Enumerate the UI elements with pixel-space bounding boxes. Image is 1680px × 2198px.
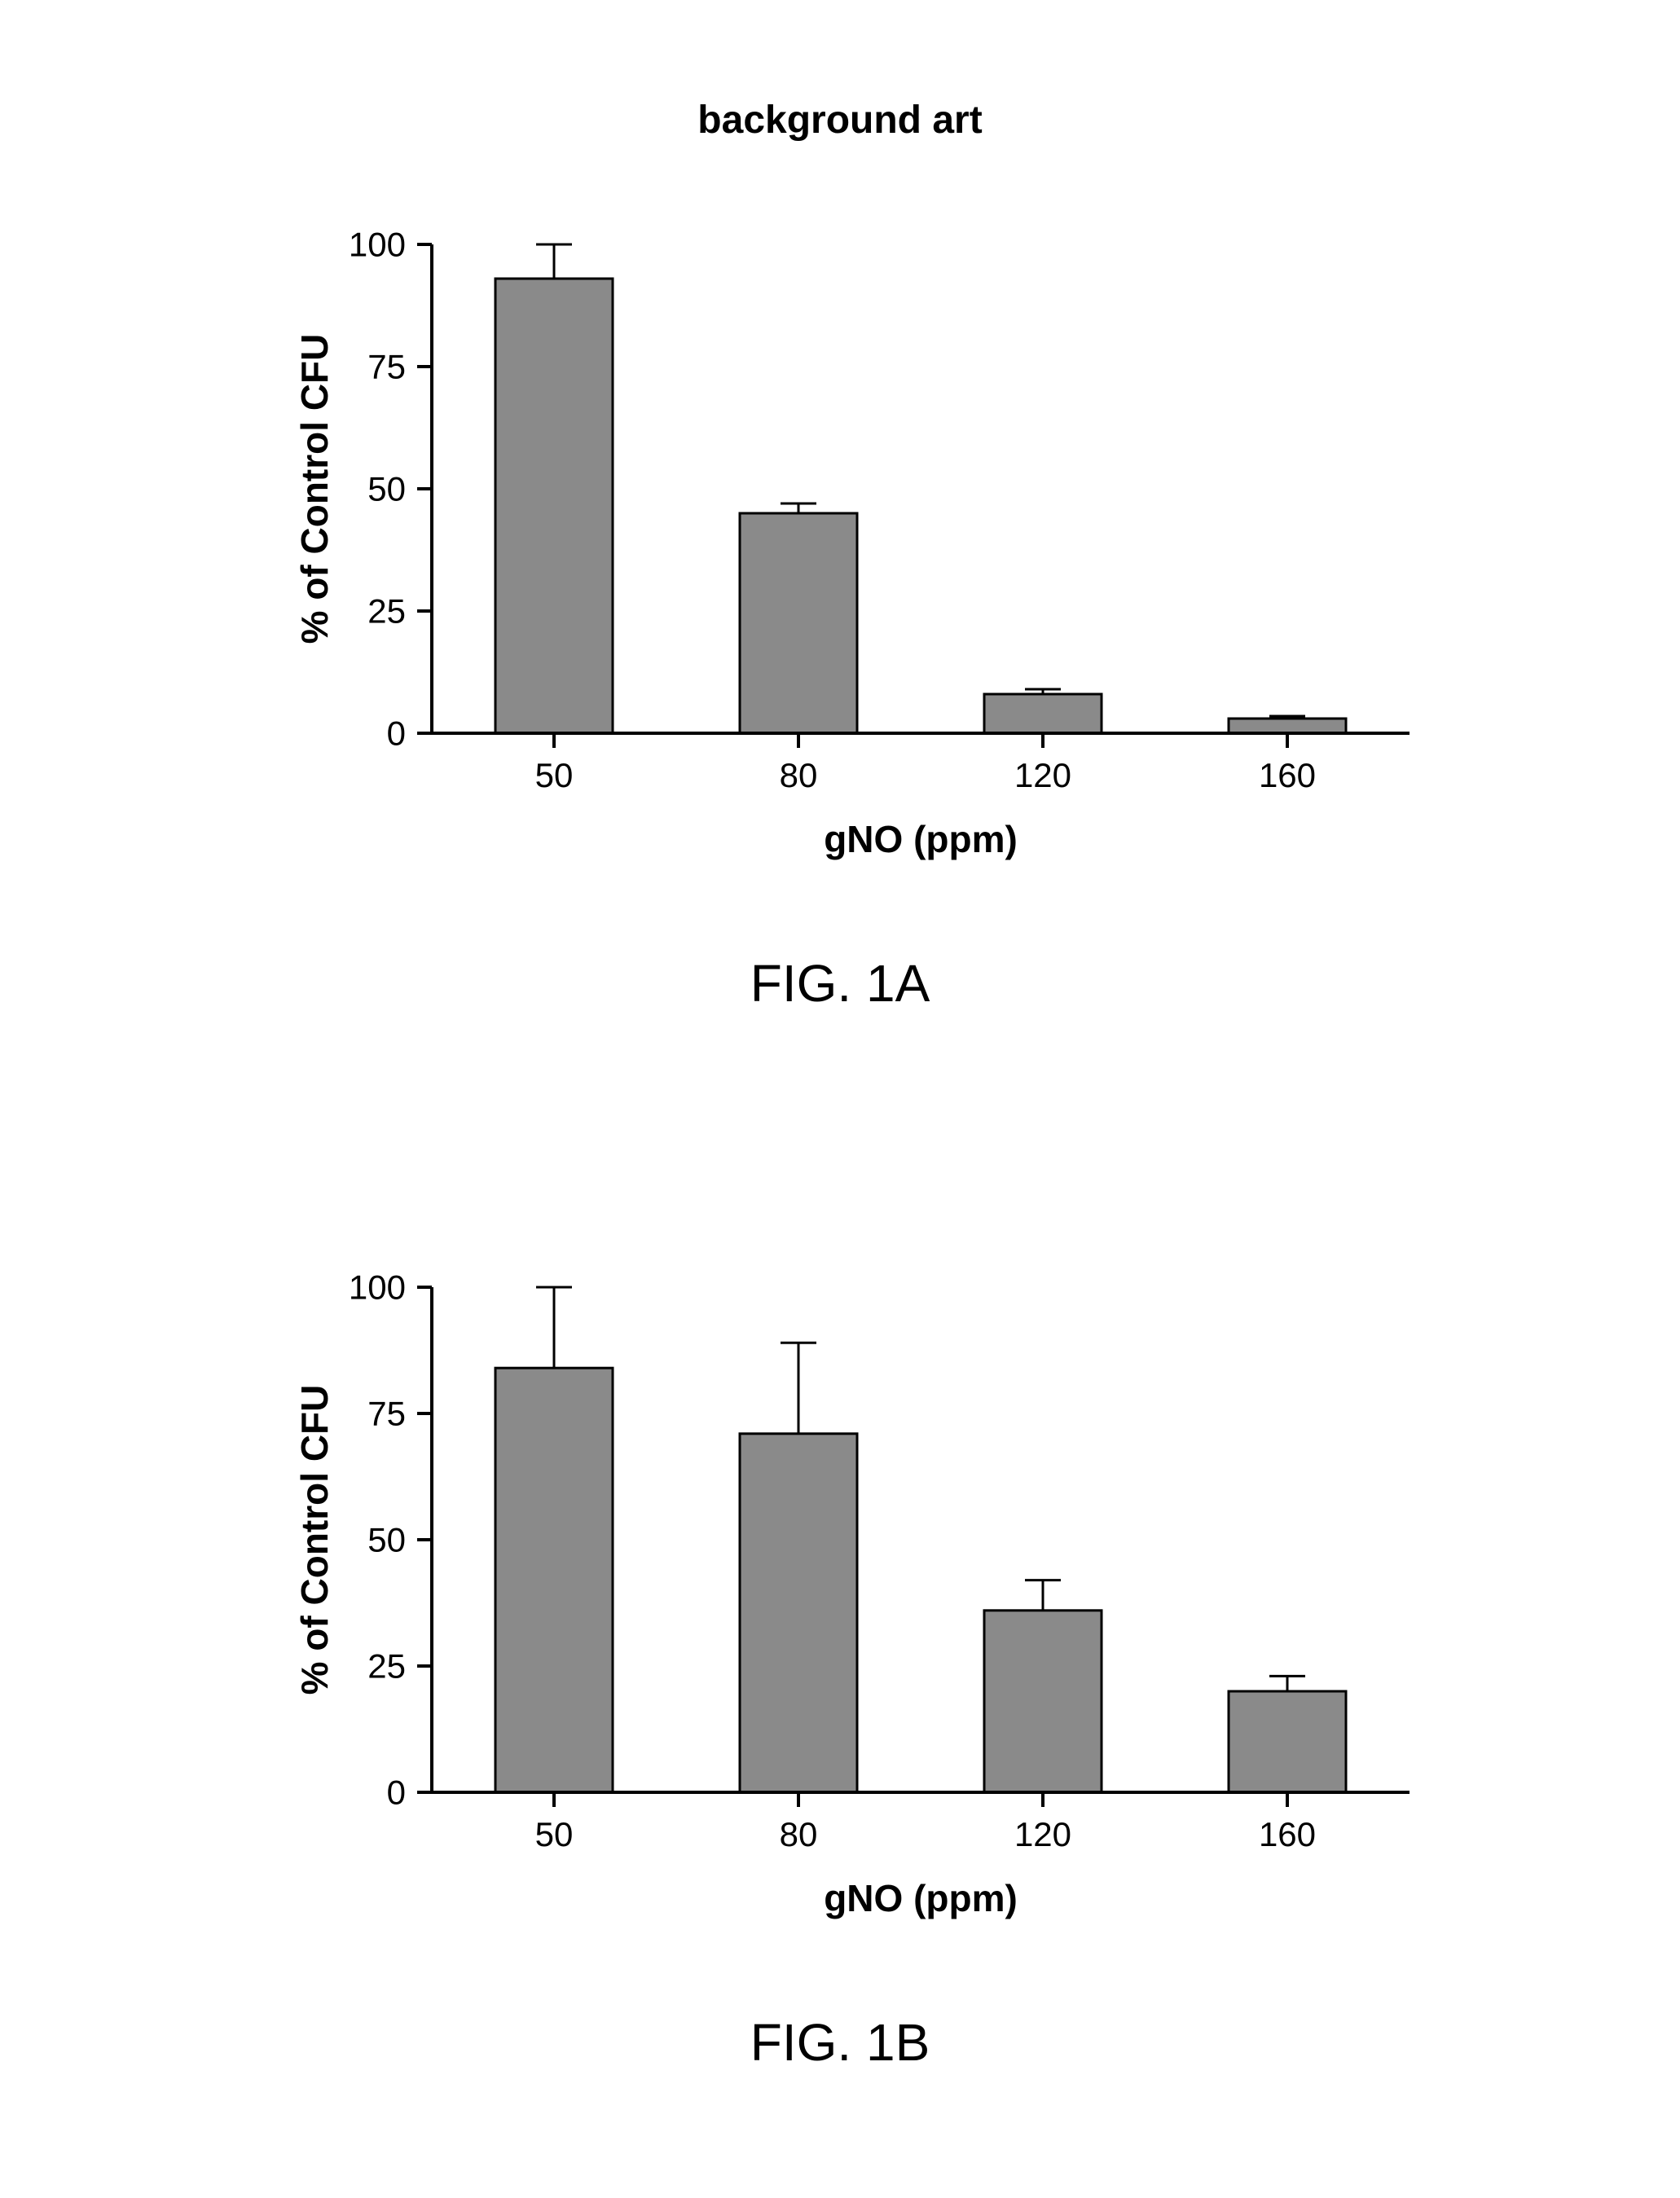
x-tick-label: 160 — [1259, 1815, 1316, 1853]
y-tick-label: 25 — [367, 1647, 406, 1686]
bar — [984, 1611, 1102, 1792]
y-tick-label: 75 — [367, 1395, 406, 1433]
bar — [740, 1434, 857, 1792]
y-tick-label: 100 — [349, 1268, 406, 1307]
page-title: background art — [0, 98, 1680, 143]
x-tick-label: 50 — [535, 756, 574, 794]
chart-b: 0 25 50 75 100 50 80 120 160 gNO (ppm) % of Contro… — [269, 1222, 1491, 1972]
bar — [495, 1368, 613, 1792]
bar-chart: 0 25 50 75 100 50 80 120 160 gNO (ppm) % of Contro… — [269, 1222, 1491, 1972]
x-tick-label: 120 — [1014, 756, 1071, 794]
x-tick-label: 120 — [1014, 1815, 1071, 1853]
chart-b-caption: FIG. 1B — [0, 2012, 1680, 2073]
y-tick-label: 50 — [367, 1521, 406, 1559]
x-tick-label: 80 — [780, 1815, 818, 1853]
bar — [984, 694, 1102, 733]
bar — [495, 279, 613, 733]
x-tick-label: 160 — [1259, 756, 1316, 794]
y-axis-label: % of Control CFU — [293, 1385, 336, 1695]
y-tick-label: 0 — [387, 714, 406, 753]
y-tick-label: 50 — [367, 470, 406, 508]
y-axis-label: % of Control CFU — [293, 334, 336, 644]
chart-a: 0 25 50 75 100 50 80 120 160 gNO (ppm) % of Contro… — [269, 179, 1491, 912]
chart-a-caption: FIG. 1A — [0, 953, 1680, 1013]
bar-chart: 0 25 50 75 100 50 80 120 160 gNO (ppm) % of Contro… — [269, 179, 1491, 912]
x-tick-label: 50 — [535, 1815, 574, 1853]
y-tick-label: 75 — [367, 348, 406, 386]
x-axis-label: gNO (ppm) — [824, 1877, 1018, 1919]
bar — [1229, 719, 1346, 733]
x-axis-label: gNO (ppm) — [824, 818, 1018, 860]
bar — [740, 513, 857, 733]
bar — [1229, 1691, 1346, 1792]
y-tick-label: 100 — [349, 226, 406, 264]
x-tick-label: 80 — [780, 756, 818, 794]
y-tick-label: 25 — [367, 592, 406, 631]
y-tick-label: 0 — [387, 1774, 406, 1812]
